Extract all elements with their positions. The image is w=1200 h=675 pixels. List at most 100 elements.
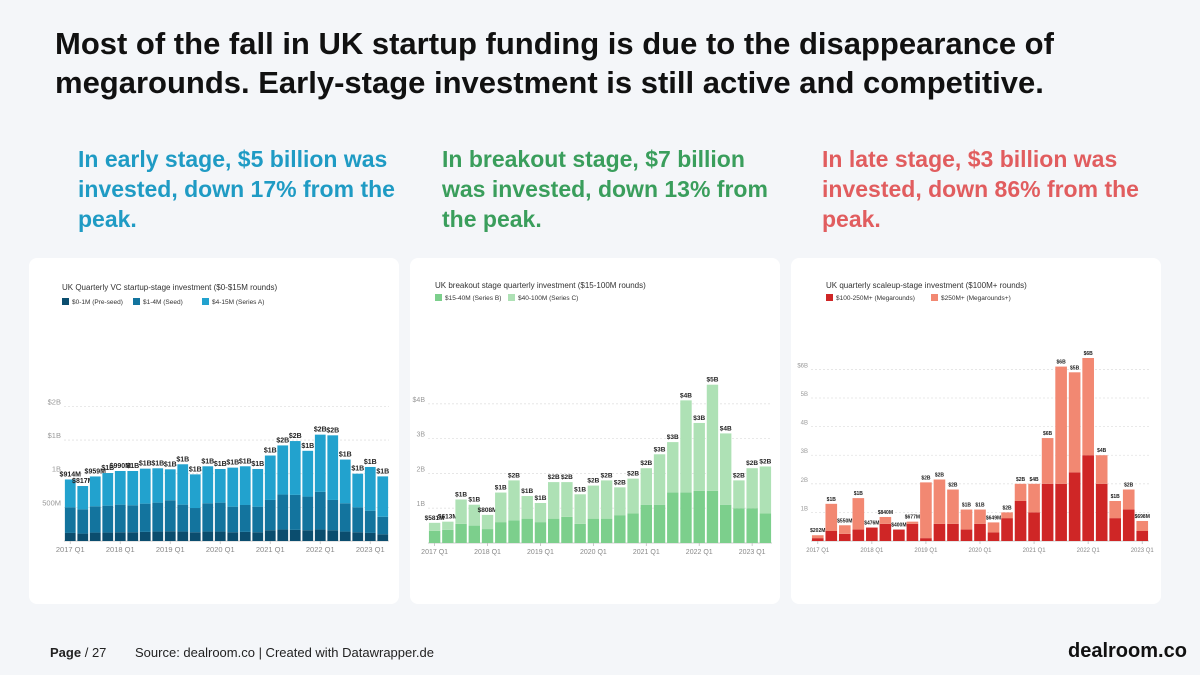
bar-segment bbox=[214, 468, 226, 503]
data-label: $698M bbox=[1135, 514, 1150, 520]
data-label: $1B bbox=[376, 468, 389, 475]
bar-segment bbox=[893, 529, 905, 541]
bar-segment bbox=[455, 523, 467, 543]
bar-segment bbox=[508, 480, 520, 521]
bar-segment bbox=[239, 531, 251, 541]
bar-segment bbox=[468, 504, 480, 526]
bar-segment bbox=[1095, 483, 1108, 541]
bar-segment bbox=[202, 503, 214, 532]
y-tick-label: $4B bbox=[413, 397, 426, 404]
data-label: $914M bbox=[60, 471, 82, 478]
bar-segment bbox=[1028, 483, 1040, 513]
bar-segment bbox=[152, 468, 164, 503]
bar-segment bbox=[960, 529, 973, 541]
bar-segment bbox=[252, 532, 264, 541]
bar-segment bbox=[1122, 509, 1135, 541]
bar-segment bbox=[377, 534, 389, 541]
bar-segment bbox=[534, 502, 547, 523]
data-label: $1B bbox=[854, 491, 864, 497]
bar-segment bbox=[114, 504, 126, 533]
bar-segment bbox=[1041, 438, 1054, 484]
bar-segment bbox=[227, 532, 239, 541]
bar-segment bbox=[264, 499, 276, 531]
legend-swatch bbox=[133, 298, 140, 305]
data-label: $400M bbox=[891, 523, 906, 529]
bar-segment bbox=[468, 525, 480, 543]
y-tick-label: 500M bbox=[42, 498, 61, 507]
bar-segment bbox=[534, 522, 547, 544]
bar-segment bbox=[600, 518, 613, 543]
bar-segment bbox=[481, 529, 494, 543]
bar-segment bbox=[920, 482, 932, 539]
bar-segment bbox=[339, 459, 351, 504]
x-tick-label: 2021 Q1 bbox=[633, 549, 660, 556]
data-label: $2B bbox=[948, 483, 958, 489]
data-label: $1B bbox=[139, 461, 152, 468]
bar-segment bbox=[1055, 483, 1067, 541]
legend-swatch bbox=[202, 298, 209, 305]
data-label: $3B bbox=[667, 434, 679, 441]
x-tick-label: 2023 Q1 bbox=[356, 545, 385, 554]
bar-segment bbox=[627, 478, 639, 514]
bar-segment bbox=[102, 532, 114, 541]
page-separator: / bbox=[84, 645, 89, 660]
x-tick-label: 2022 Q1 bbox=[686, 549, 713, 556]
bar-segment bbox=[548, 482, 560, 519]
bar-segment bbox=[239, 504, 251, 532]
bar-segment bbox=[1014, 500, 1027, 541]
x-tick-label: 2017 Q1 bbox=[806, 548, 830, 554]
bar-segment bbox=[1014, 483, 1027, 501]
y-tick-label: $6B bbox=[797, 363, 808, 369]
bar-segment bbox=[1095, 455, 1108, 484]
bar-segment bbox=[152, 531, 164, 541]
bar-segment bbox=[277, 494, 289, 530]
page-headline: Most of the fall in UK startup funding i… bbox=[55, 26, 1054, 100]
late-stage-chart: UK quarterly scaleup-stage investment ($… bbox=[797, 281, 1154, 554]
data-label: $2B bbox=[289, 433, 302, 440]
data-label: $1B bbox=[495, 485, 507, 492]
data-label: $1B bbox=[164, 461, 177, 468]
data-label: $4B bbox=[1029, 477, 1039, 483]
legend-swatch bbox=[62, 298, 69, 305]
bar-segment bbox=[933, 479, 946, 524]
bar-segment bbox=[1136, 520, 1149, 531]
bar-segment bbox=[428, 522, 441, 531]
bar-segment bbox=[481, 514, 494, 530]
bar-segment bbox=[680, 492, 692, 543]
data-label: $1B bbox=[351, 466, 364, 473]
bar-segment bbox=[574, 494, 586, 524]
bar-segment bbox=[614, 487, 626, 516]
bar-segment bbox=[759, 513, 772, 543]
page-indicator: Page / 27 bbox=[50, 645, 106, 660]
bar-segment bbox=[933, 523, 946, 541]
bar-segment bbox=[733, 480, 745, 509]
bar-segment bbox=[64, 507, 76, 533]
bar-segment bbox=[252, 506, 264, 533]
x-tick-label: 2021 Q1 bbox=[256, 545, 285, 554]
brand-logo: dealroom.co bbox=[1068, 640, 1187, 662]
bar-segment bbox=[327, 530, 339, 541]
legend-swatch bbox=[508, 294, 515, 301]
data-label: $4B bbox=[680, 392, 692, 399]
data-label: $3B bbox=[693, 415, 705, 422]
x-tick-label: 2022 Q1 bbox=[1077, 548, 1101, 554]
data-label: $1B bbox=[151, 460, 164, 467]
bar-segment bbox=[442, 521, 454, 530]
bar-segment bbox=[102, 505, 114, 533]
data-label: $2B bbox=[314, 427, 327, 434]
data-label: $1B bbox=[827, 497, 837, 503]
x-tick-label: 2021 Q1 bbox=[1023, 548, 1047, 554]
bar-segment bbox=[521, 496, 533, 519]
x-tick-label: 2018 Q1 bbox=[860, 548, 884, 554]
bar-segment bbox=[495, 522, 507, 544]
data-label: $959M bbox=[85, 468, 107, 475]
data-label: $1B bbox=[534, 495, 546, 502]
bar-segment bbox=[314, 491, 326, 530]
source-note: Source: dealroom.co | Created with Dataw… bbox=[135, 645, 434, 660]
bar-segment bbox=[352, 473, 364, 508]
chart-title: UK Quarterly VC startup-stage investment… bbox=[62, 283, 278, 292]
bar-segment bbox=[327, 435, 339, 500]
data-label: $2B bbox=[548, 474, 560, 481]
bar-segment bbox=[720, 504, 732, 543]
bar-segment bbox=[852, 498, 865, 530]
